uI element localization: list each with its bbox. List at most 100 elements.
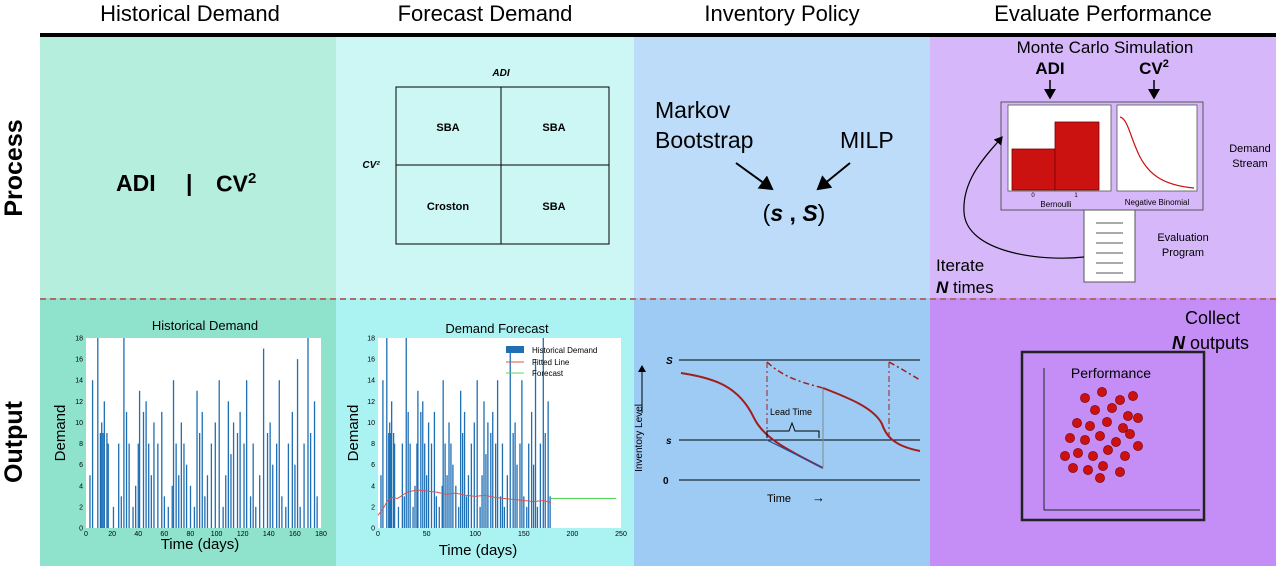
- panel-forecast-process: [336, 37, 634, 298]
- demand-bar: [427, 422, 430, 528]
- panel-evaluate-output: [930, 298, 1276, 566]
- demand-bar: [417, 390, 419, 528]
- performance-point: [1102, 417, 1112, 427]
- demand-bar: [460, 390, 462, 528]
- demand-bar: [103, 401, 105, 528]
- demand-bar: [481, 475, 483, 528]
- bernoulli-bar-1: [1054, 121, 1100, 191]
- performance-point: [1098, 461, 1108, 471]
- demand-bar: [414, 485, 416, 528]
- demand-bar: [239, 411, 241, 528]
- xtick-label: 100: [211, 531, 223, 538]
- performance-point: [1095, 473, 1105, 483]
- demand-bar: [521, 380, 523, 528]
- demand-bar: [532, 464, 535, 528]
- demand-bar: [107, 443, 109, 528]
- demand-bar: [259, 475, 261, 528]
- demand-bar: [512, 433, 514, 528]
- lead-time-brace: [766, 421, 820, 438]
- xtick-label: 100: [469, 531, 481, 538]
- xtick-label: 180: [315, 531, 327, 538]
- demand-bar: [294, 464, 296, 528]
- panel-policy-process: [634, 37, 930, 298]
- position-path-2: [888, 361, 921, 381]
- demand-bar: [442, 380, 444, 528]
- demand-bar: [438, 506, 440, 528]
- fore-chart-ylabel: Demand: [345, 405, 362, 462]
- column-title-evaluate: Evaluate Performance: [994, 1, 1212, 26]
- inventory-path-2: [822, 387, 921, 452]
- performance-point: [1107, 403, 1117, 413]
- demand-bar: [435, 496, 438, 528]
- xtick-label: 60: [160, 531, 168, 538]
- policy-ss-label: (s , S): [763, 200, 826, 226]
- performance-point: [1120, 451, 1130, 461]
- ytick-label: 8: [371, 441, 375, 448]
- demand-bar: [269, 422, 271, 528]
- demand-bar: [142, 411, 145, 528]
- performance-point: [1080, 393, 1090, 403]
- header-rule: [40, 33, 1276, 37]
- demand-bar: [266, 433, 269, 528]
- demand-bar: [388, 433, 390, 528]
- demand-bar: [249, 496, 252, 528]
- demand-bar: [180, 422, 183, 528]
- demand-bar: [386, 338, 388, 528]
- demand-bar: [476, 380, 478, 528]
- demand-bar: [530, 411, 533, 528]
- inventory-path-1: [680, 372, 824, 469]
- demand-bar: [138, 390, 141, 528]
- demand-bar: [272, 464, 274, 528]
- demand-bar: [135, 485, 137, 528]
- performance-point: [1095, 431, 1105, 441]
- demand-bar: [501, 443, 504, 528]
- mc-cv-label: CV2: [1139, 58, 1169, 78]
- demand-bar: [167, 506, 169, 528]
- classification-matrix: ADI CV² SBA SBA Croston SBA: [362, 68, 610, 245]
- inventory-position-line: [766, 439, 824, 469]
- column-title-forecast: Forecast Demand: [397, 1, 573, 26]
- demand-bar: [412, 506, 414, 528]
- xtick-label: 250: [615, 531, 627, 538]
- demand-bar: [519, 443, 521, 528]
- column-title-historical: Historical Demand: [100, 1, 280, 26]
- performance-point: [1111, 437, 1121, 447]
- demand-bar: [89, 475, 91, 528]
- demand-bar: [473, 422, 475, 528]
- hist-chart-ylabel: Demand: [52, 405, 69, 462]
- demand-bar: [296, 359, 299, 528]
- matrix-side-label: CV²: [362, 160, 380, 171]
- demand-bar: [316, 496, 318, 528]
- performance-point: [1115, 395, 1125, 405]
- demand-label-2: Stream: [1232, 158, 1267, 170]
- performance-point: [1128, 391, 1138, 401]
- demand-bar: [390, 433, 392, 528]
- demand-bar: [490, 433, 492, 528]
- ytick-label: 16: [367, 357, 375, 364]
- demand-bar: [183, 443, 185, 528]
- panel-policy-output: [634, 298, 930, 566]
- performance-point: [1133, 413, 1143, 423]
- demand-bar: [161, 411, 163, 528]
- performance-label: Performance: [1071, 365, 1151, 381]
- demand-bar: [102, 433, 104, 528]
- demand-bar: [450, 443, 452, 528]
- demand-bar: [479, 506, 481, 528]
- performance-point: [1118, 423, 1128, 433]
- demand-bar: [91, 380, 94, 528]
- demand-label-1: Demand: [1229, 143, 1271, 155]
- inventory-ylabel: Inventory Level: [634, 404, 645, 472]
- demand-bar: [150, 475, 152, 528]
- demand-bar: [123, 338, 125, 528]
- collect-label: Collect: [1185, 308, 1241, 328]
- xtick-label: 0: [376, 531, 380, 538]
- legend-historical: Historical Demand: [532, 346, 597, 355]
- demand-bar: [299, 506, 301, 528]
- demand-bar: [106, 433, 108, 528]
- mc-adi-label: ADI: [1035, 59, 1064, 78]
- demand-bar: [245, 380, 248, 528]
- iterate-times-label: N times: [936, 278, 994, 297]
- demand-bar: [201, 411, 203, 528]
- demand-bar: [483, 401, 485, 528]
- bernoulli-tick-0: 0: [1031, 193, 1035, 199]
